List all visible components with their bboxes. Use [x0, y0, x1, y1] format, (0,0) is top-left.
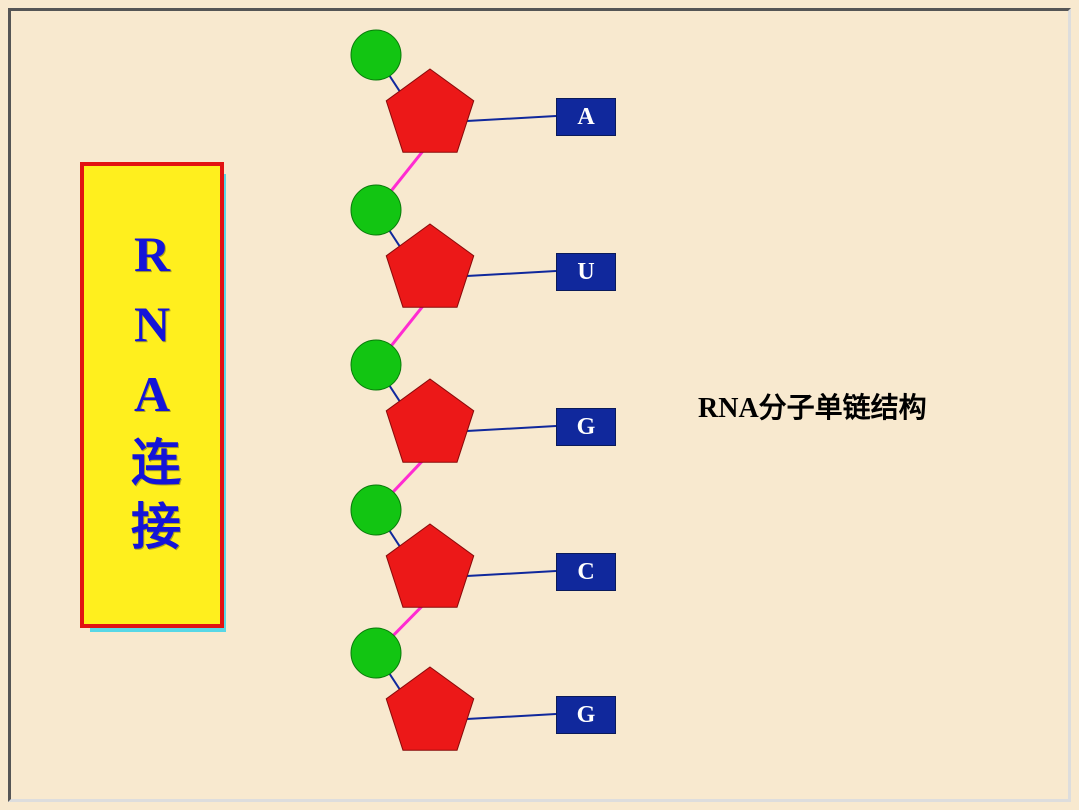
phosphate-circle [351, 628, 401, 678]
sugar-pentagon [386, 667, 473, 750]
base-a: A [556, 98, 616, 136]
phosphate-circle [351, 30, 401, 80]
base-g: G [556, 408, 616, 446]
sugar-pentagon [386, 69, 473, 152]
phosphate-circle [351, 185, 401, 235]
base-u: U [556, 253, 616, 291]
base-g: G [556, 696, 616, 734]
sugar-pentagon [386, 379, 473, 462]
base-c: C [556, 553, 616, 591]
phosphate-circle [351, 340, 401, 390]
phosphate-circle [351, 485, 401, 535]
sugar-pentagon [386, 524, 473, 607]
sugar-pentagon [386, 224, 473, 307]
caption-text: RNA分子单链结构 [698, 386, 927, 426]
